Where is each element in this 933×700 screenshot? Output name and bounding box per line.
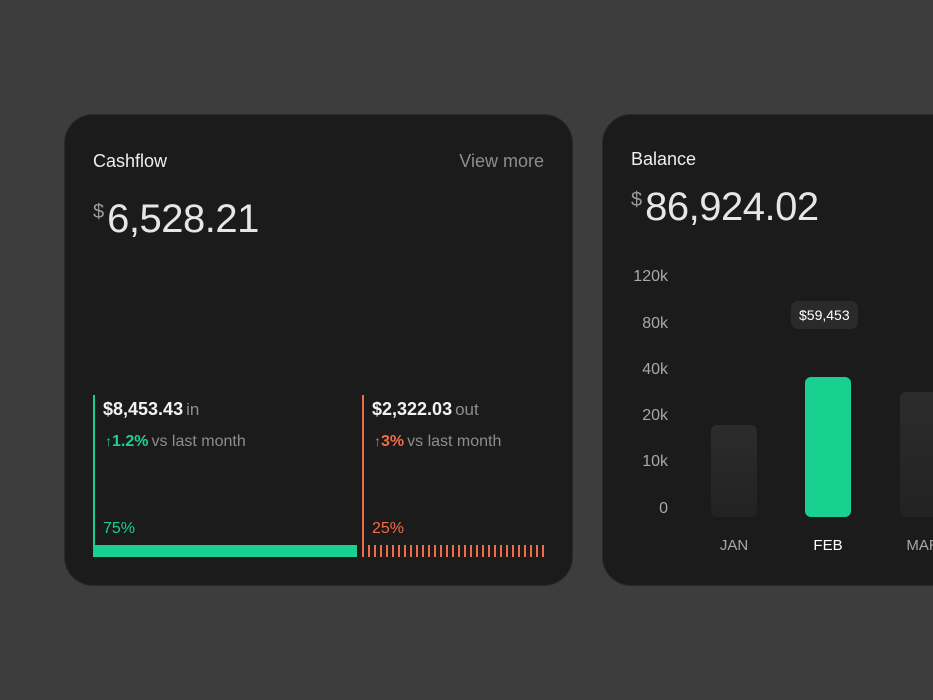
out-amount: $2,322.03 out <box>372 399 479 420</box>
out-divider <box>362 395 364 557</box>
cashflow-in-section: $8,453.43 in ↑1.2% vs last month 75% <box>93 395 359 557</box>
balance-amount-value: 86,924.02 <box>645 185 819 229</box>
cashflow-card: Cashflow View more $6,528.21 $8,453.43 in… <box>65 115 572 585</box>
x-axis-label: MAR <box>906 537 933 554</box>
bar-jan[interactable] <box>711 425 757 517</box>
in-change-caption: vs last month <box>151 433 246 450</box>
in-share-label: 75% <box>103 520 136 537</box>
cashflow-out-section: $2,322.03 out ↑3% vs last month 25% <box>362 395 546 557</box>
cashflow-amount: $6,528.21 <box>93 197 259 242</box>
bar-mar[interactable] <box>900 392 933 517</box>
y-tick-label: 10k <box>642 453 668 470</box>
out-amount-value: $2,322.03 <box>372 399 453 419</box>
in-amount-unit: in <box>186 400 200 419</box>
in-divider <box>93 395 95 557</box>
y-tick-label: 40k <box>642 361 668 378</box>
out-share-label: 25% <box>372 520 405 537</box>
out-share-bar <box>362 545 546 557</box>
balance-card: Balance $86,924.02 120k 80k 40k 20k 10k … <box>603 115 933 585</box>
x-axis-label: JAN <box>719 537 749 554</box>
out-change-percent: 3% <box>381 433 405 450</box>
out-change: ↑3% vs last month <box>374 433 501 451</box>
bar-value-tooltip: $59,453 <box>791 301 858 329</box>
bar-feb[interactable] <box>805 377 851 517</box>
cashflow-amount-value: 6,528.21 <box>107 197 259 241</box>
in-amount: $8,453.43 in <box>103 399 199 420</box>
y-tick-label: 120k <box>633 268 668 285</box>
currency-symbol: $ <box>631 189 643 211</box>
in-change: ↑1.2% vs last month <box>105 433 246 451</box>
view-more-link[interactable]: View more <box>459 151 544 171</box>
x-axis-label: FEB <box>813 537 843 554</box>
in-amount-value: $8,453.43 <box>103 399 184 419</box>
balance-title: Balance <box>631 149 697 169</box>
arrow-up-icon: ↑ <box>374 433 381 449</box>
arrow-up-icon: ↑ <box>105 433 112 449</box>
in-change-percent: 1.2% <box>112 433 149 450</box>
out-change-caption: vs last month <box>407 433 502 450</box>
in-share-bar <box>93 545 357 557</box>
balance-amount: $86,924.02 <box>631 185 819 230</box>
currency-symbol: $ <box>93 201 105 223</box>
y-tick-label: 0 <box>659 500 668 517</box>
cashflow-title: Cashflow <box>93 151 168 171</box>
out-amount-unit: out <box>455 400 479 419</box>
y-tick-label: 80k <box>642 315 668 332</box>
y-tick-label: 20k <box>642 407 668 424</box>
